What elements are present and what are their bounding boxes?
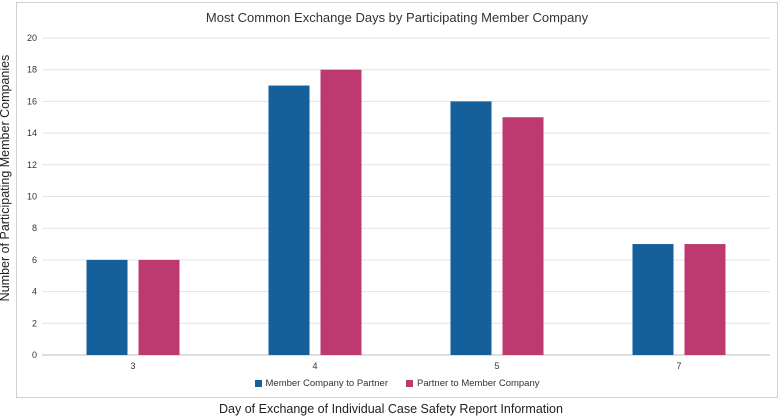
legend-swatch-series-1 — [254, 380, 262, 387]
x-tick-label: 3 — [130, 361, 135, 371]
legend-item-series-1: Member Company to Partner — [254, 378, 389, 389]
bar-series-1-5 — [450, 101, 492, 356]
y-tick-label: 2 — [32, 318, 37, 328]
bar-series-2-3 — [138, 259, 180, 355]
y-tick-label: 18 — [27, 65, 37, 75]
legend-label-series-1: Member Company to Partner — [265, 378, 389, 389]
chart-title: Most Common Exchange Days by Participati… — [205, 10, 589, 25]
y-tick-label: 16 — [27, 96, 37, 106]
bar-series-1-4 — [268, 85, 310, 356]
bar-series-2-4 — [320, 69, 362, 355]
bar-series-1-3 — [86, 259, 128, 355]
x-tick-label: 7 — [676, 361, 681, 371]
legend-label-series-2: Partner to Member Company — [417, 378, 540, 389]
y-tick-label: 0 — [32, 350, 37, 360]
y-tick-label: 8 — [32, 223, 37, 233]
y-tick-label: 6 — [32, 255, 37, 265]
legend-item-series-2: Partner to Member Company — [406, 378, 540, 389]
bar-series-2-7 — [684, 244, 726, 355]
y-tick-label: 20 — [27, 33, 37, 43]
y-tick-label: 14 — [27, 128, 37, 138]
legend-swatch-series-2 — [406, 380, 413, 387]
x-tick-label: 5 — [494, 361, 499, 371]
bar-series-1-7 — [632, 244, 674, 355]
y-tick-label: 4 — [32, 287, 37, 297]
legend: Member Company to Partner Partner to Mem… — [16, 378, 778, 389]
x-tick-label: 4 — [312, 361, 317, 371]
x-axis-label: Day of Exchange of Individual Case Safet… — [219, 402, 563, 416]
y-tick-label: 10 — [27, 192, 37, 202]
y-tick-label: 12 — [27, 160, 37, 170]
bar-series-2-5 — [502, 117, 544, 355]
